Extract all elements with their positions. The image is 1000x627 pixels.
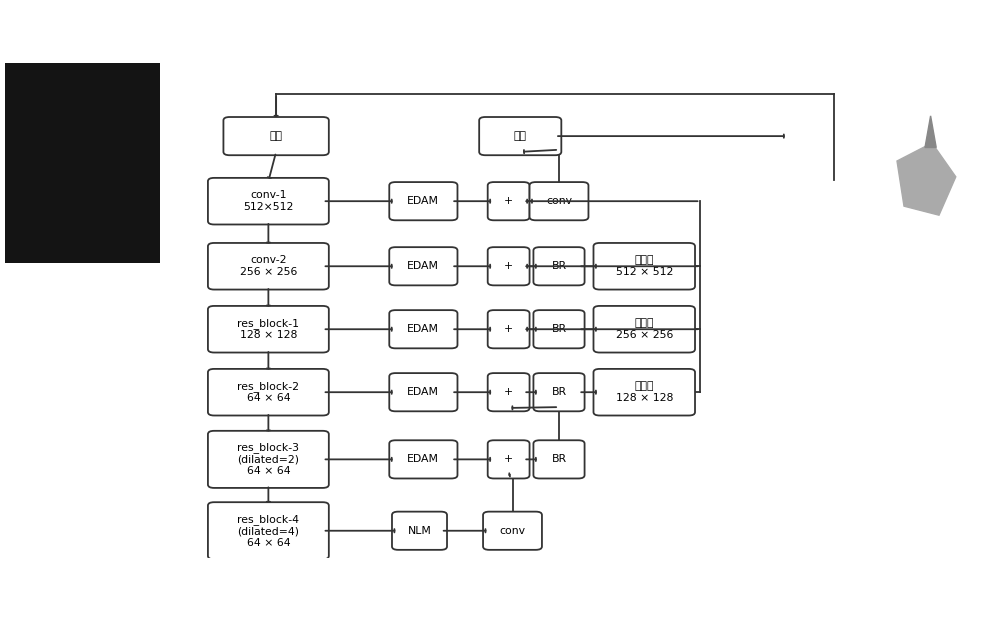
FancyBboxPatch shape xyxy=(208,306,329,352)
FancyBboxPatch shape xyxy=(208,431,329,488)
FancyBboxPatch shape xyxy=(593,369,695,416)
FancyBboxPatch shape xyxy=(533,247,585,285)
Text: res_block-1
128 × 128: res_block-1 128 × 128 xyxy=(237,318,299,340)
FancyBboxPatch shape xyxy=(488,182,530,220)
Polygon shape xyxy=(925,116,936,147)
FancyBboxPatch shape xyxy=(479,117,561,155)
Text: +: + xyxy=(504,324,513,334)
FancyBboxPatch shape xyxy=(593,306,695,352)
Polygon shape xyxy=(897,143,956,215)
Text: EDAM: EDAM xyxy=(407,387,439,397)
Text: 预测: 预测 xyxy=(514,131,527,141)
FancyBboxPatch shape xyxy=(208,178,329,224)
Text: +: + xyxy=(504,196,513,206)
FancyBboxPatch shape xyxy=(389,247,457,285)
Text: res_block-2
64 × 64: res_block-2 64 × 64 xyxy=(237,381,299,403)
FancyBboxPatch shape xyxy=(389,440,457,478)
Text: res_block-4
(dilated=4)
64 × 64: res_block-4 (dilated=4) 64 × 64 xyxy=(237,514,299,548)
Text: EDAM: EDAM xyxy=(407,455,439,465)
Text: conv: conv xyxy=(546,196,572,206)
FancyBboxPatch shape xyxy=(593,243,695,290)
Text: +: + xyxy=(504,387,513,397)
FancyBboxPatch shape xyxy=(533,373,585,411)
Text: EDAM: EDAM xyxy=(407,324,439,334)
FancyBboxPatch shape xyxy=(389,182,457,220)
FancyBboxPatch shape xyxy=(533,310,585,349)
FancyBboxPatch shape xyxy=(208,243,329,290)
Text: BR: BR xyxy=(551,261,567,271)
FancyBboxPatch shape xyxy=(392,512,447,550)
FancyBboxPatch shape xyxy=(389,373,457,411)
Text: BR: BR xyxy=(551,324,567,334)
Text: BR: BR xyxy=(551,455,567,465)
Text: BR: BR xyxy=(551,387,567,397)
Text: 上采样
128 × 128: 上采样 128 × 128 xyxy=(616,381,673,403)
FancyBboxPatch shape xyxy=(533,440,585,478)
Text: conv-1
512×512: conv-1 512×512 xyxy=(243,191,294,212)
FancyBboxPatch shape xyxy=(223,117,329,155)
Text: 上采样
512 × 512: 上采样 512 × 512 xyxy=(616,255,673,277)
FancyBboxPatch shape xyxy=(530,182,588,220)
Text: +: + xyxy=(504,261,513,271)
FancyBboxPatch shape xyxy=(488,373,530,411)
FancyBboxPatch shape xyxy=(208,369,329,416)
FancyBboxPatch shape xyxy=(389,310,457,349)
Text: 上采样
256 × 256: 上采样 256 × 256 xyxy=(616,319,673,340)
Text: +: + xyxy=(504,455,513,465)
FancyBboxPatch shape xyxy=(488,310,530,349)
FancyBboxPatch shape xyxy=(208,502,329,559)
FancyBboxPatch shape xyxy=(488,440,530,478)
Text: 输入: 输入 xyxy=(270,131,283,141)
Text: conv-2
256 × 256: conv-2 256 × 256 xyxy=(240,255,297,277)
Text: NLM: NLM xyxy=(408,526,431,535)
Text: EDAM: EDAM xyxy=(407,261,439,271)
FancyBboxPatch shape xyxy=(483,512,542,550)
Text: EDAM: EDAM xyxy=(407,196,439,206)
Polygon shape xyxy=(872,93,981,238)
FancyBboxPatch shape xyxy=(488,247,530,285)
Text: res_block-3
(dilated=2)
64 × 64: res_block-3 (dilated=2) 64 × 64 xyxy=(237,442,299,477)
Text: conv: conv xyxy=(500,526,526,535)
